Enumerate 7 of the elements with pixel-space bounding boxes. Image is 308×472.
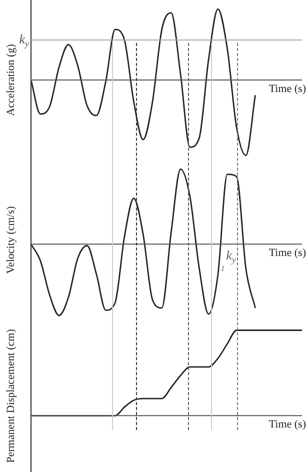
x-axis-title: Time (s): [268, 418, 306, 431]
x-axis-title: Time (s): [268, 247, 306, 260]
annotation: 1: [220, 264, 225, 273]
y-axis-title: Permanent Displacement (cm): [4, 328, 17, 463]
y-axis-title: Acceleration (g): [4, 44, 17, 116]
y-axis-title: Velocity (cm/s): [4, 206, 17, 274]
x-axis-title: Time (s): [268, 82, 306, 95]
